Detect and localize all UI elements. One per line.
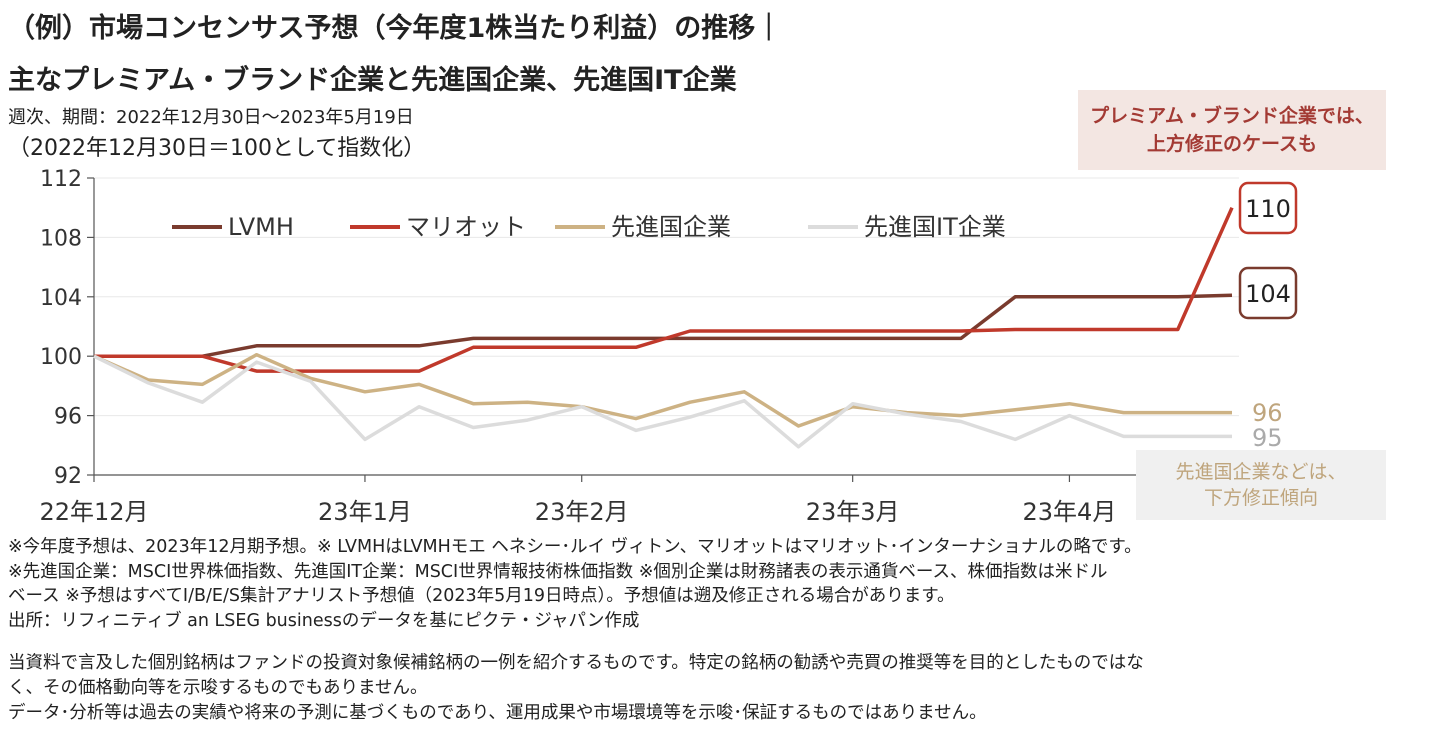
footnotes: ※今年度予想は、2023年12月期予想。※ LVMHはLVMHモエ ヘネシー･ル… bbox=[8, 535, 1142, 633]
end-value-box bbox=[1238, 181, 1298, 235]
callout-down-line1: 先進国企業などは、 bbox=[1175, 461, 1347, 483]
period-label: 週次、期間：2022年12月30日～2023年5月19日 bbox=[8, 107, 414, 128]
disclaimer: 当資料で言及した個別銘柄はファンドの投資対象候補銘柄の一例を紹介するものです。特… bbox=[8, 651, 1144, 726]
legend-label: 先進国企業 bbox=[611, 213, 731, 241]
legend-label: マリオット bbox=[406, 213, 526, 241]
y-tick-label: 92 bbox=[54, 464, 82, 489]
x-tick-label: 23年2月 bbox=[535, 498, 629, 526]
disclaimer-line: く、その価格動向等を示唆するものでもありません。 bbox=[8, 678, 428, 698]
end-value-label: 96 bbox=[1252, 399, 1283, 427]
series-line bbox=[94, 293, 1233, 358]
y-tick-label: 100 bbox=[40, 345, 82, 370]
callout-down-line2: 下方修正傾向 bbox=[1203, 487, 1318, 509]
legend-label: LVMH bbox=[228, 213, 294, 241]
x-tick-label: 23年1月 bbox=[318, 498, 412, 526]
end-value-label: 104 bbox=[1245, 280, 1291, 308]
x-tick-label: 22年12月 bbox=[39, 498, 148, 526]
line-chart: 92 96 100 104 108 112 22年12月 23年1月 23年2月 23年3月 23年… bbox=[39, 167, 1298, 526]
chart-title-line1: （例）市場コンセンサス予想（今年度1株当たり利益）の推移｜ bbox=[8, 13, 783, 44]
footnote-line: ベース ※予想はすべてI/B/E/S集計アナリスト予想値（2023年5月19日時… bbox=[8, 586, 955, 606]
disclaimer-line: 当資料で言及した個別銘柄はファンドの投資対象候補銘柄の一例を紹介するものです。特… bbox=[8, 653, 1144, 673]
disclaimer-line: データ･分析等は過去の実績や将来の予測に基づくものであり、運用成果や市場環境等を… bbox=[8, 703, 987, 723]
end-value-label: 95 bbox=[1252, 424, 1283, 452]
callout-upward-revision: プレミアム・ブランド企業では、 上方修正のケースも bbox=[1078, 90, 1386, 170]
end-value-label: 110 bbox=[1245, 195, 1291, 223]
y-tick-label: 104 bbox=[40, 286, 82, 311]
series-line bbox=[93, 352, 1232, 428]
footnote-line: ※先進国企業：MSCI世界株価指数、先進国IT企業：MSCI世界情報技術株価指数… bbox=[8, 561, 1108, 582]
y-tick-label: 96 bbox=[54, 405, 82, 430]
chart-title-line2: 主なプレミアム・ブランド企業と先進国企業、先進国IT企業 bbox=[8, 65, 737, 96]
callout-up-line1: プレミアム・ブランド企業では、 bbox=[1090, 105, 1374, 127]
end-value-box bbox=[1238, 266, 1298, 320]
source-line: 出所：リフィニティブ an LSEG businessのデータを基にピクテ・ジャ… bbox=[8, 610, 640, 631]
x-tick-label: 23年3月 bbox=[806, 498, 900, 526]
callout-downward-revision: 先進国企業などは、 下方修正傾向 bbox=[1136, 450, 1386, 520]
series-line bbox=[93, 354, 1232, 449]
y-tick-label: 112 bbox=[40, 167, 82, 192]
x-tick-label: 23年4月 bbox=[1023, 498, 1117, 526]
y-tick-label: 108 bbox=[40, 226, 82, 251]
callout-up-line2: 上方修正のケースも bbox=[1146, 133, 1318, 155]
index-note: （2022年12月30日＝100として指数化） bbox=[8, 136, 426, 161]
legend-label: 先進国IT企業 bbox=[864, 213, 1006, 241]
footnote-line: ※今年度予想は、2023年12月期予想。※ LVMHはLVMHモエ ヘネシー･ル… bbox=[8, 537, 1142, 557]
